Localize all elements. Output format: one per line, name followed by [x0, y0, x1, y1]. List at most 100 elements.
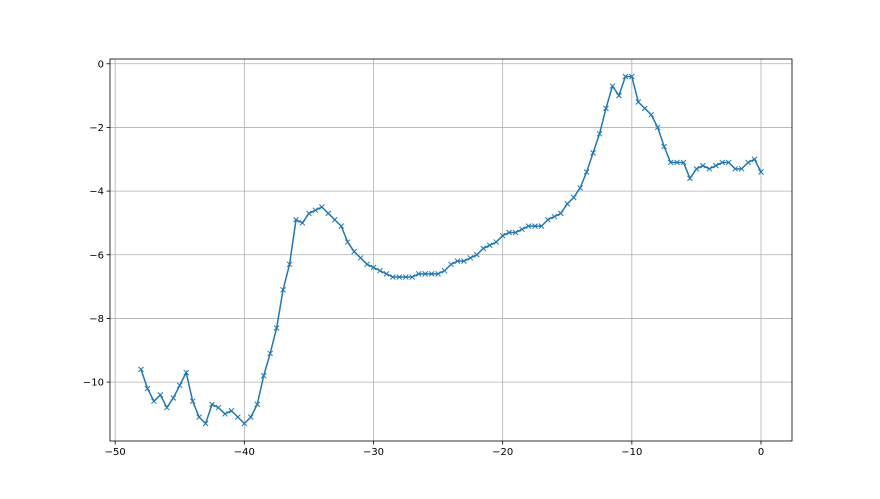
data-point-marker — [202, 420, 209, 427]
data-point-marker — [480, 245, 487, 252]
data-point-marker — [428, 271, 435, 277]
data-point-marker — [680, 159, 687, 166]
data-point-marker — [325, 210, 332, 217]
data-point-marker — [390, 274, 396, 280]
data-point-marker — [493, 239, 500, 245]
data-point-marker — [293, 216, 299, 223]
y-tick-label: −8 — [89, 314, 104, 325]
data-point-marker — [519, 226, 525, 233]
data-point-marker — [545, 216, 551, 223]
data-point-marker — [499, 232, 506, 239]
data-point-marker — [170, 395, 177, 401]
data-point-marker — [286, 261, 293, 268]
data-point-marker — [577, 185, 584, 191]
x-tick-label: −50 — [105, 447, 126, 458]
data-point-marker — [338, 223, 345, 229]
data-point-marker — [357, 255, 364, 261]
data-point-marker — [532, 223, 538, 229]
x-tick-label: −10 — [621, 447, 642, 458]
data-point-marker — [299, 220, 306, 226]
data-point-marker — [435, 271, 441, 277]
data-point-marker — [312, 207, 319, 214]
data-point-marker — [422, 271, 429, 277]
data-point-marker — [344, 239, 351, 245]
axis-ticks: −50 −40 −30 −20 −10 0−10−8−6−4−20 — [83, 59, 764, 458]
data-point-marker — [506, 229, 512, 236]
data-point-marker — [254, 401, 261, 408]
data-point-marker — [590, 150, 596, 156]
data-point-marker — [525, 223, 532, 229]
data-point-marker — [674, 159, 680, 166]
plot-frame — [109, 58, 793, 442]
data-point-marker — [364, 261, 370, 268]
data-point-marker — [667, 159, 674, 166]
data-point-marker — [635, 99, 642, 105]
data-point-marker — [609, 83, 616, 89]
data-point-marker — [409, 274, 416, 280]
data-point-marker — [441, 267, 448, 274]
data-point-marker — [189, 398, 196, 405]
data-point-marker — [260, 372, 267, 379]
data-point-marker — [176, 382, 183, 389]
data-point-marker — [163, 404, 170, 411]
data-point-marker — [151, 398, 157, 405]
data-point-marker — [473, 251, 480, 258]
data-point-marker — [725, 159, 732, 166]
data-point-marker — [758, 169, 764, 175]
data-point-marker — [235, 414, 241, 420]
data-point-marker — [331, 216, 338, 223]
x-tick-label: −30 — [363, 447, 384, 458]
data-point-marker — [467, 255, 474, 261]
data-point-marker — [512, 229, 519, 236]
data-point-marker — [583, 169, 590, 175]
data-point-marker — [622, 73, 629, 80]
data-point-marker — [215, 404, 222, 411]
series-line — [138, 73, 764, 427]
data-point-marker — [700, 162, 706, 169]
data-point-marker — [157, 391, 164, 398]
data-point-marker — [486, 242, 493, 249]
y-tick-label: −4 — [89, 187, 104, 198]
data-point-marker — [222, 411, 228, 417]
data-point-marker — [351, 248, 357, 255]
y-tick-label: −10 — [83, 378, 104, 389]
data-point-marker — [396, 274, 403, 280]
data-point-marker — [448, 261, 454, 268]
data-point-marker — [183, 369, 190, 376]
y-tick-label: −2 — [89, 123, 104, 134]
grid — [110, 59, 792, 441]
data-point-marker — [461, 258, 467, 264]
data-point-marker — [138, 366, 144, 373]
data-point-marker — [641, 105, 648, 112]
x-tick-label: −20 — [492, 447, 513, 458]
data-point-marker — [616, 92, 622, 99]
data-point-marker — [557, 210, 564, 217]
data-point-marker — [241, 420, 248, 427]
data-point-marker — [661, 143, 667, 150]
data-point-marker — [693, 165, 700, 172]
y-tick-label: −6 — [89, 250, 104, 261]
series-path — [140, 75, 762, 425]
data-point-marker — [144, 385, 151, 392]
data-point-marker — [596, 130, 603, 137]
data-point-marker — [654, 124, 661, 131]
data-point-marker — [415, 271, 422, 277]
data-point-marker — [209, 401, 215, 408]
x-tick-label: −40 — [234, 447, 255, 458]
data-point-marker — [687, 175, 693, 182]
data-point-marker — [306, 210, 312, 217]
data-point-marker — [280, 286, 286, 293]
data-point-marker — [196, 414, 202, 420]
data-point-marker — [551, 213, 558, 220]
data-point-marker — [370, 264, 377, 271]
data-point-marker — [570, 194, 577, 201]
data-point-marker — [402, 274, 409, 280]
data-point-marker — [273, 325, 280, 331]
x-tick-label: 0 — [758, 447, 764, 458]
data-point-marker — [745, 159, 751, 166]
data-point-marker — [738, 165, 745, 172]
data-point-marker — [712, 162, 719, 169]
data-point-marker — [377, 267, 383, 274]
data-point-marker — [318, 204, 325, 210]
